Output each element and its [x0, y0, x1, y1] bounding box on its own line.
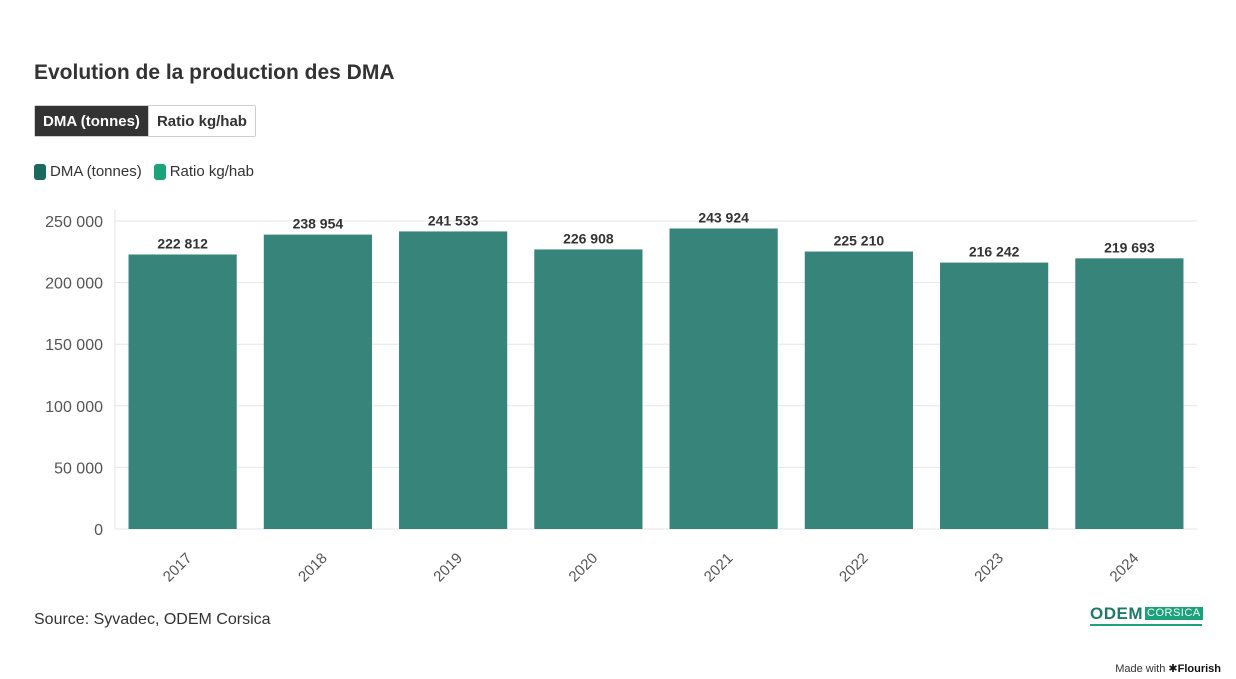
- bar-chart: 0 50 000 100 000 150 000 200 000 250 000 222 8…: [45, 209, 1197, 586]
- metric-toggle: DMA (tonnes) Ratio kg/hab: [34, 105, 256, 137]
- data-label: 219 693: [1104, 239, 1155, 255]
- source-note: Source: Syvadec, ODEM Corsica: [34, 611, 271, 628]
- x-tick-label: 2024: [1107, 550, 1143, 586]
- bar: [399, 231, 508, 529]
- y-tick-label: 50 000: [54, 460, 103, 477]
- bar: [804, 251, 913, 530]
- data-label: 216 242: [969, 244, 1020, 260]
- chart-title: Evolution de la production des DMA: [34, 61, 395, 84]
- legend-swatch-ratio: [153, 163, 166, 180]
- bar: [669, 228, 778, 529]
- made-with-prefix: Made with: [1115, 663, 1166, 675]
- x-tick-label: 2019: [430, 550, 466, 586]
- made-with-flourish-link[interactable]: Made with ✱Flourish: [1115, 662, 1221, 675]
- flourish-brand: ✱Flourish: [1168, 663, 1221, 675]
- legend: DMA (tonnes) Ratio kg/hab: [34, 163, 254, 180]
- legend-label-ratio: Ratio kg/hab: [169, 163, 254, 180]
- y-tick-label: 150 000: [45, 337, 103, 354]
- y-tick-label: 200 000: [45, 276, 103, 293]
- x-tick-label: 2021: [701, 550, 737, 586]
- legend-swatch-dma: [34, 163, 46, 180]
- legend-item-ratio[interactable]: Ratio kg/hab: [153, 163, 254, 180]
- logo-odem-text: ODEM: [1090, 604, 1143, 623]
- logo-underline: [1090, 624, 1202, 626]
- data-label: 222 812: [157, 235, 208, 251]
- bar: [534, 249, 643, 529]
- data-label: 225 210: [834, 233, 885, 249]
- bar: [128, 254, 237, 530]
- y-tick-label: 0: [94, 522, 103, 539]
- toggle-dma-tonnes-button[interactable]: DMA (tonnes): [35, 106, 148, 136]
- data-label: 241 533: [428, 212, 479, 228]
- legend-item-dma[interactable]: DMA (tonnes): [34, 163, 142, 180]
- y-tick-label: 100 000: [45, 399, 103, 416]
- data-label: 238 954: [293, 216, 344, 232]
- y-tick-label: 250 000: [45, 214, 103, 231]
- data-label: 243 924: [698, 209, 749, 225]
- x-tick-label: 2017: [160, 550, 196, 586]
- legend-label-dma: DMA (tonnes): [50, 163, 142, 180]
- x-tick-label: 2018: [295, 550, 331, 586]
- x-tick-label: 2023: [971, 550, 1007, 586]
- x-tick-label: 2020: [566, 550, 602, 586]
- x-tick-label: 2022: [836, 550, 872, 586]
- bar: [1075, 258, 1184, 529]
- logo-corsica-text: CORSICA: [1145, 607, 1203, 620]
- odem-corsica-logo: ODEM CORSICA: [1090, 604, 1204, 628]
- bar: [940, 262, 1049, 529]
- data-label: 226 908: [563, 230, 614, 246]
- toggle-ratio-kg-hab-button[interactable]: Ratio kg/hab: [147, 106, 255, 136]
- bar: [263, 234, 372, 529]
